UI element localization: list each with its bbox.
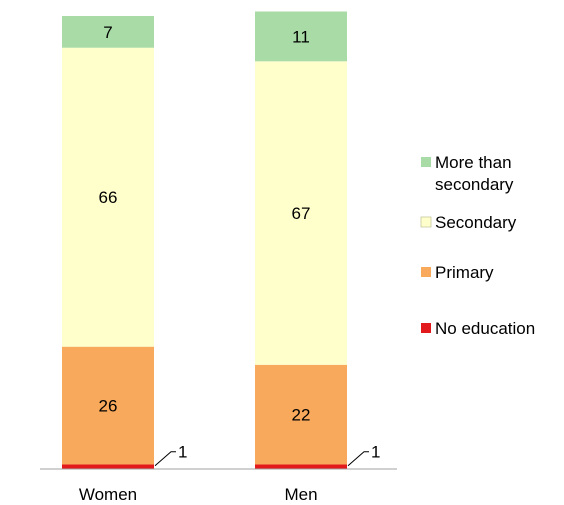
data-label-women-more-than-secondary: 7 [103, 23, 112, 42]
bar-women-primary [62, 346, 154, 465]
bar-men-secondary [255, 61, 347, 365]
legend-label-more-than-secondary-line-1: More than [435, 153, 512, 172]
legend-label-more-than-secondary-line-2: secondary [435, 175, 514, 194]
legend-label-no-education: No education [435, 319, 535, 338]
x-tick-label-men: Men [284, 485, 317, 504]
data-label-women-no-education: 1 [178, 443, 187, 462]
data-label-men-primary: 22 [292, 406, 311, 425]
legend-label-primary: Primary [435, 263, 494, 282]
leader-line-women-no-education [154, 451, 176, 467]
legend-swatch-secondary [420, 216, 432, 228]
leader-line-men-no-education [347, 451, 369, 467]
x-tick-label-women: Women [79, 485, 137, 504]
x-tick-labels: Women Men [79, 485, 318, 504]
bar-men-more-than-secondary [255, 11, 347, 62]
bar-women-secondary [62, 47, 154, 347]
data-label-men-secondary: 67 [292, 204, 311, 223]
legend-swatch-no-education [421, 323, 431, 333]
bars-group [62, 11, 347, 469]
bar-men-no-education [255, 464, 347, 469]
bar-women-no-education [62, 464, 154, 469]
legend-label-secondary: Secondary [435, 213, 517, 232]
data-labels-group: 1 26 66 7 1 22 67 11 [99, 23, 380, 467]
legend-swatch-more-than-secondary [421, 157, 431, 167]
bar-men-primary [255, 364, 347, 465]
data-label-men-no-education: 1 [371, 443, 380, 462]
legend-swatch-primary [421, 267, 431, 277]
data-label-women-secondary: 66 [99, 188, 118, 207]
legend: More than secondary Secondary Primary No edu… [420, 153, 535, 338]
data-label-women-primary: 26 [99, 397, 118, 416]
data-label-men-more-than-secondary: 11 [292, 27, 310, 46]
bar-women-more-than-secondary [62, 16, 154, 48]
